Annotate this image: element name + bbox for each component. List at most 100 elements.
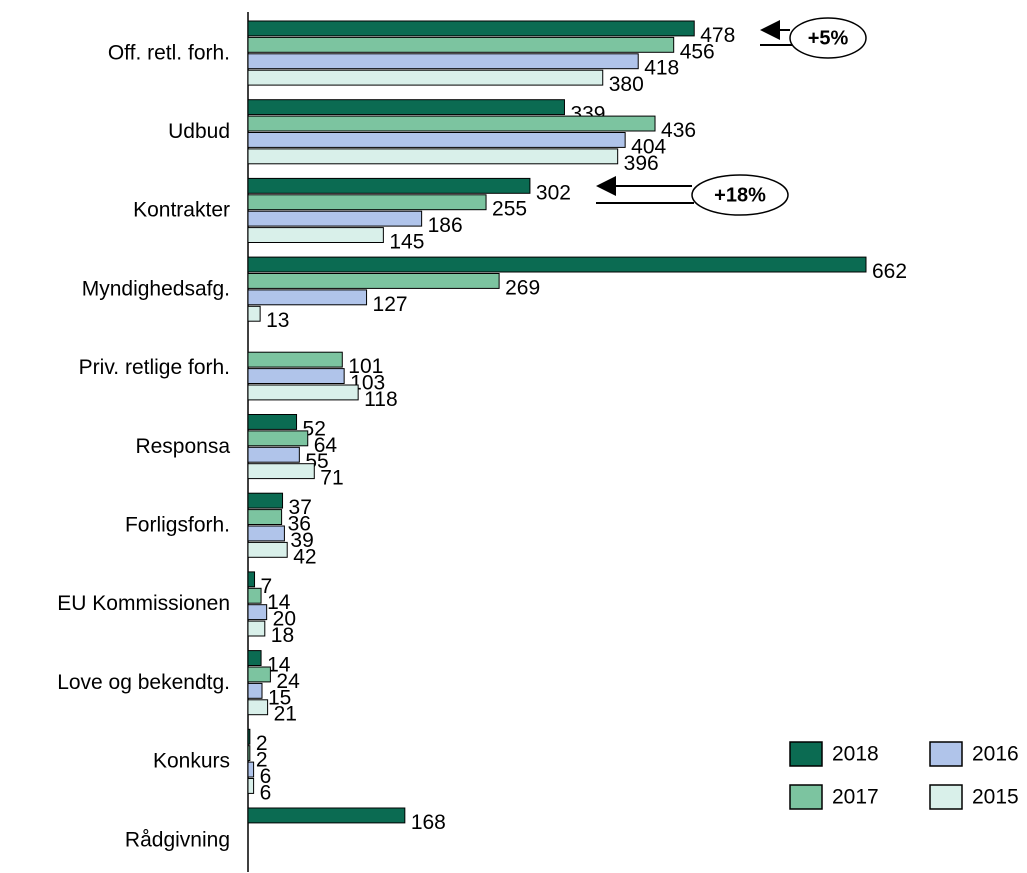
bar <box>247 194 487 211</box>
data-label: 6 <box>260 765 272 788</box>
legend-label: 2018 <box>832 743 879 766</box>
bar <box>247 728 251 745</box>
bar <box>247 761 255 778</box>
bar <box>247 210 423 227</box>
data-label: 42 <box>293 545 316 568</box>
data-label: 14 <box>267 591 291 614</box>
data-label: 13 <box>266 309 289 332</box>
bar <box>247 53 639 70</box>
data-label: 269 <box>505 276 540 299</box>
data-label: 15 <box>268 686 291 709</box>
bar <box>247 492 284 509</box>
legend-swatch <box>929 741 963 767</box>
y-tick-label: Konkurs <box>153 750 230 773</box>
bar <box>247 807 406 824</box>
bar <box>247 99 565 116</box>
data-label: 36 <box>288 513 311 536</box>
legend-swatch <box>789 784 823 810</box>
data-label: 436 <box>661 119 696 142</box>
legend-swatch <box>789 741 823 767</box>
bar <box>247 666 271 683</box>
data-label: 145 <box>389 231 424 254</box>
annotation: +5% <box>808 27 849 49</box>
data-label: 103 <box>350 372 385 395</box>
annotation-ellipse <box>789 17 867 59</box>
data-label: 380 <box>609 73 644 96</box>
data-label: 20 <box>273 608 296 631</box>
data-label: 2 <box>256 732 268 755</box>
bar <box>247 525 285 542</box>
data-label: 396 <box>624 152 659 175</box>
bar <box>247 273 500 289</box>
bar <box>247 587 262 604</box>
data-label: 418 <box>644 57 679 80</box>
bar <box>247 745 251 762</box>
data-label: 18 <box>271 624 294 647</box>
data-label: 24 <box>276 670 300 693</box>
bar <box>247 351 343 368</box>
bar <box>247 256 867 273</box>
bar <box>247 132 626 148</box>
data-label: 662 <box>872 260 907 283</box>
data-label: 52 <box>303 417 326 440</box>
annotation-ellipse <box>691 174 789 216</box>
bar <box>247 682 263 699</box>
bar <box>247 604 268 621</box>
bar <box>247 36 675 53</box>
y-tick-label: Udbud <box>168 120 230 143</box>
legend-label: 2015 <box>972 786 1019 809</box>
data-label: 255 <box>492 198 527 221</box>
y-tick-label: Love og bekendtg. <box>57 671 230 694</box>
bar <box>247 305 261 322</box>
data-label: 302 <box>536 181 571 204</box>
data-label: 2 <box>256 749 268 772</box>
data-label: 478 <box>700 24 735 47</box>
data-label: 168 <box>411 811 446 834</box>
data-label: 118 <box>364 388 397 411</box>
bar <box>247 177 531 194</box>
legend-label: 2017 <box>832 786 879 809</box>
bar <box>247 699 269 716</box>
y-tick-label: Myndighedsafg. <box>82 277 230 300</box>
y-tick-label: Forligsforh. <box>125 514 230 537</box>
data-label: 101 <box>348 355 383 378</box>
bar <box>247 446 300 463</box>
bar <box>247 414 298 430</box>
legend-label: 2016 <box>972 743 1019 766</box>
y-tick-label: Kontrakter <box>133 199 230 222</box>
y-tick-label: EU Kommissionen <box>57 592 230 615</box>
y-tick-label: Rådgivning <box>125 828 230 851</box>
bar <box>247 115 656 132</box>
data-label: 71 <box>320 467 343 490</box>
y-tick-label: Responsa <box>135 435 230 458</box>
bar <box>247 620 266 637</box>
data-label: 14 <box>267 654 291 677</box>
bar <box>247 650 262 666</box>
data-label: 21 <box>274 703 297 726</box>
bar <box>247 541 288 558</box>
annotation: +18% <box>714 184 766 206</box>
bar <box>247 69 604 86</box>
bar <box>247 384 359 401</box>
data-label: 7 <box>261 575 273 598</box>
bar <box>247 227 384 244</box>
bar <box>247 778 255 794</box>
data-label: 456 <box>680 40 715 63</box>
data-label: 6 <box>260 781 272 804</box>
bar <box>247 463 315 480</box>
bar <box>247 509 283 526</box>
bar <box>247 571 256 588</box>
data-label: 186 <box>428 214 463 237</box>
bar <box>247 148 619 165</box>
data-label: 37 <box>289 496 312 519</box>
y-tick-label: Off. retl. forh. <box>108 41 230 64</box>
data-label: 64 <box>314 434 338 457</box>
bar <box>247 368 345 385</box>
y-tick-label: Priv. retlige forh. <box>79 356 230 379</box>
bar <box>247 20 695 37</box>
bar <box>247 430 309 447</box>
bar <box>247 289 368 306</box>
data-label: 39 <box>290 529 313 552</box>
legend-swatch <box>929 784 963 810</box>
